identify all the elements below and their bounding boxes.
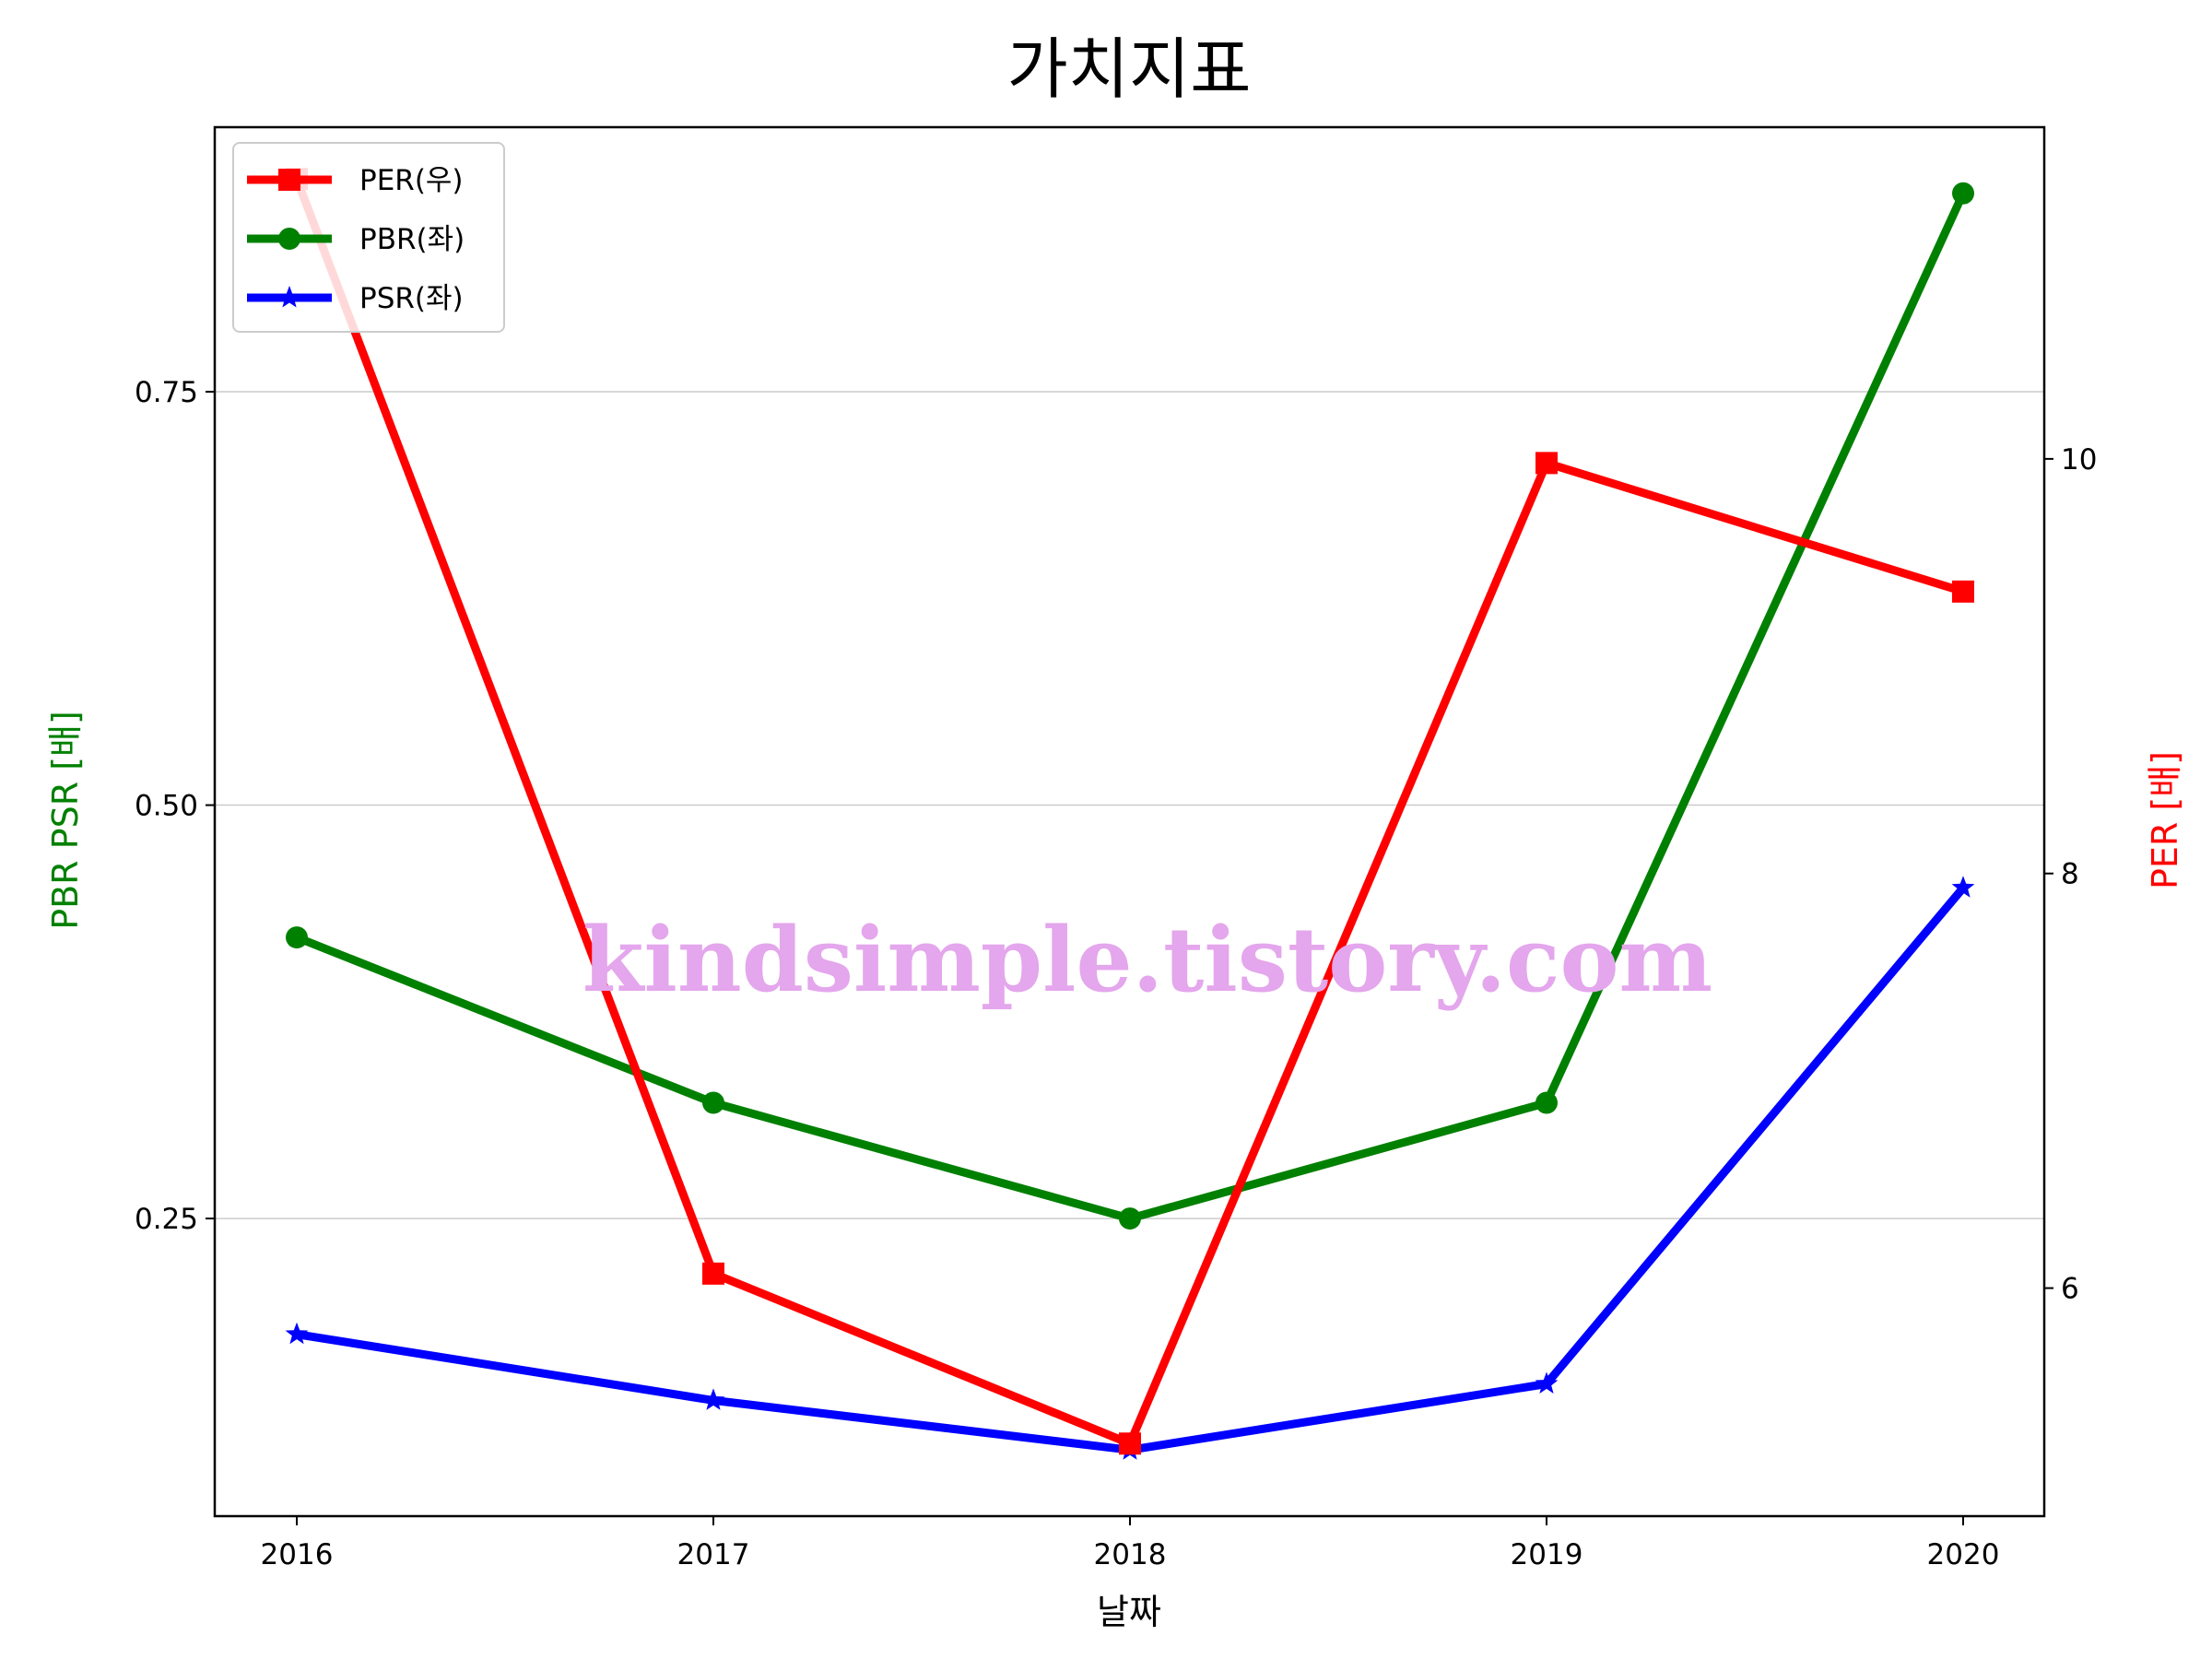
left-y-tick-label: 0.75 bbox=[135, 376, 198, 409]
legend-label: PSR(좌) bbox=[359, 282, 464, 315]
right-y-axis: 6 8 10 bbox=[2044, 443, 2097, 1306]
left-y-axis: 0.25 0.50 0.75 bbox=[135, 376, 215, 1236]
x-tick-label: 2016 bbox=[261, 1538, 334, 1571]
watermark-text: kindsimple.tistory.com bbox=[582, 908, 1712, 1012]
legend-swatch-marker bbox=[278, 169, 300, 191]
right-y-axis-label: PER [배] bbox=[2145, 751, 2185, 889]
legend-label: PER(우) bbox=[359, 164, 464, 197]
left-y-tick-label: 0.50 bbox=[135, 790, 198, 823]
legend: PER(우) PBR(좌) PSR(좌) bbox=[232, 142, 505, 333]
x-tick-label: 2017 bbox=[677, 1538, 750, 1571]
left-y-tick-label: 0.25 bbox=[135, 1203, 198, 1236]
legend-swatch-marker bbox=[277, 286, 301, 308]
series-point bbox=[1119, 1432, 1141, 1455]
legend-swatch-marker bbox=[278, 228, 300, 250]
series-point bbox=[702, 1091, 724, 1114]
series-point bbox=[1952, 580, 1974, 603]
series-lines bbox=[285, 168, 1975, 1460]
x-tick-label: 2019 bbox=[1511, 1538, 1583, 1571]
right-y-tick-label: 10 bbox=[2061, 443, 2097, 477]
x-axis-label: 날짜 bbox=[1097, 1592, 1161, 1632]
right-y-tick-label: 8 bbox=[2061, 858, 2079, 891]
legend-label: PBR(좌) bbox=[359, 223, 465, 256]
series-point bbox=[285, 1322, 309, 1345]
series-point bbox=[286, 926, 308, 949]
series-circle bbox=[286, 182, 1974, 1230]
series-point bbox=[1535, 452, 1558, 475]
series-point bbox=[1535, 1371, 1559, 1394]
series-point bbox=[1952, 182, 1974, 205]
legend-box bbox=[232, 142, 505, 333]
series-point bbox=[702, 1262, 724, 1285]
series-point bbox=[1951, 876, 1975, 898]
series-point bbox=[701, 1388, 725, 1410]
x-tick-label: 2020 bbox=[1927, 1538, 2000, 1571]
chart-title: 가치지표 bbox=[1007, 30, 1252, 108]
left-y-axis-label: PBR PSR [배] bbox=[45, 711, 86, 930]
series-point bbox=[1119, 1207, 1141, 1230]
series-point bbox=[1535, 1091, 1558, 1114]
x-tick-label: 2018 bbox=[1094, 1538, 1167, 1571]
right-y-tick-label: 6 bbox=[2061, 1273, 2079, 1306]
x-axis: 2016 2017 2018 2019 2020 bbox=[261, 1516, 2000, 1571]
